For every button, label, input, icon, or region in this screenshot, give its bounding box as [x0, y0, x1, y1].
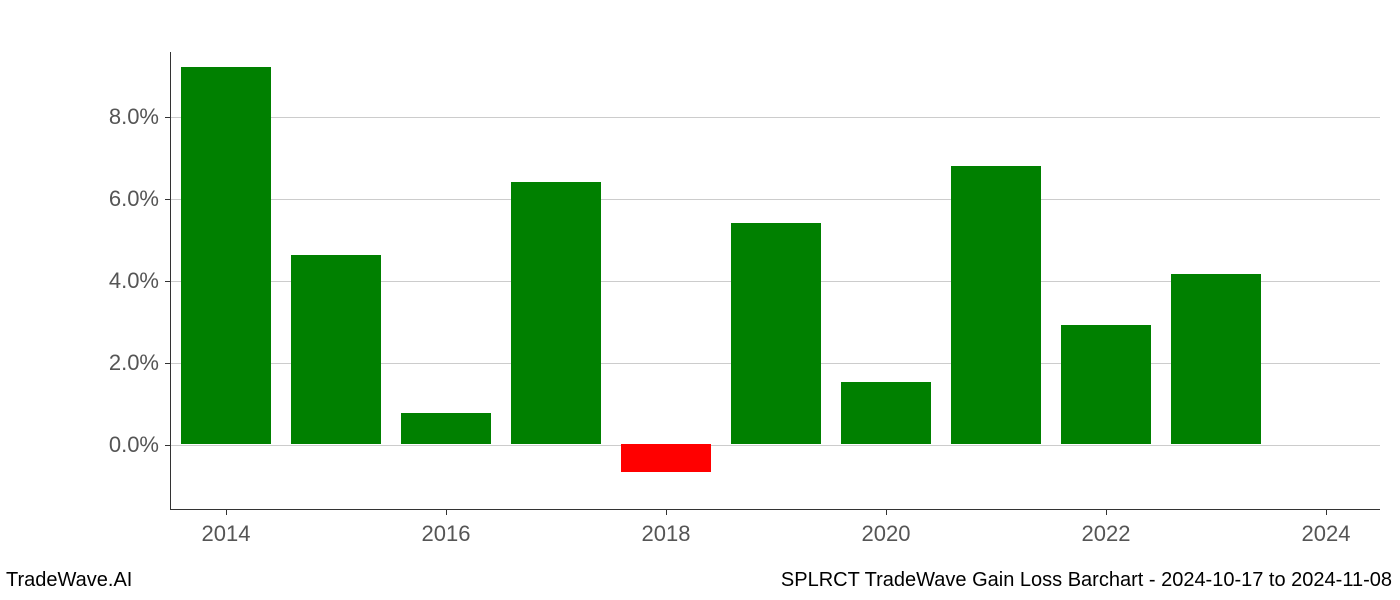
x-tick-mark	[446, 509, 447, 515]
x-tick-mark	[226, 509, 227, 515]
y-tick-label: 0.0%	[109, 432, 171, 458]
x-tick-mark	[1326, 509, 1327, 515]
y-tick-label: 6.0%	[109, 186, 171, 212]
y-tick-mark	[165, 281, 171, 282]
grid-line	[171, 117, 1380, 118]
x-tick-mark	[666, 509, 667, 515]
bar	[511, 182, 601, 444]
y-tick-label: 4.0%	[109, 268, 171, 294]
bar	[401, 413, 491, 444]
x-tick-mark	[1106, 509, 1107, 515]
x-tick-mark	[886, 509, 887, 515]
plot-area: 0.0%2.0%4.0%6.0%8.0%20142016201820202022…	[170, 52, 1380, 510]
bar	[1061, 325, 1151, 444]
bar	[841, 382, 931, 443]
bar	[291, 255, 381, 443]
bar	[621, 444, 711, 473]
bar	[181, 67, 271, 443]
y-tick-mark	[165, 445, 171, 446]
y-tick-label: 2.0%	[109, 350, 171, 376]
grid-line	[171, 445, 1380, 446]
footer-right: SPLRCT TradeWave Gain Loss Barchart - 20…	[781, 569, 1392, 592]
y-tick-mark	[165, 199, 171, 200]
bar	[731, 223, 821, 444]
y-tick-mark	[165, 117, 171, 118]
y-tick-mark	[165, 363, 171, 364]
bar	[951, 166, 1041, 444]
grid-line	[171, 199, 1380, 200]
footer-left: TradeWave.AI	[6, 569, 132, 592]
chart-container: 0.0%2.0%4.0%6.0%8.0%20142016201820202022…	[170, 52, 1380, 510]
bar	[1171, 274, 1261, 444]
y-tick-label: 8.0%	[109, 104, 171, 130]
